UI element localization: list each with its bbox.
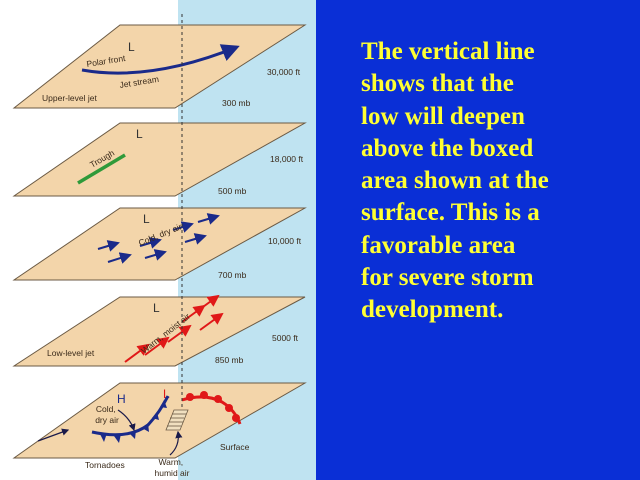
l500-height-label: 18,000 ft (270, 154, 304, 164)
surface-high-label: H (117, 392, 126, 406)
l500-pressure-label: 500 mb (218, 186, 247, 196)
l700-pressure-label: 700 mb (218, 270, 247, 280)
surface-cold-air-label: Cold, dry air (95, 404, 119, 425)
cold-front-triangles (100, 400, 167, 443)
surface-low-label: L (163, 387, 170, 401)
surface-warm-air-label: Warm, humid air (155, 457, 190, 478)
l500-low-label: L (136, 127, 143, 141)
jet-stream-arrow (81, 44, 240, 75)
surface-wind-arrow (37, 428, 70, 442)
upper-level-jet-label: Upper-level jet (42, 93, 97, 103)
surface-plane (12, 382, 307, 459)
l850-pressure-label: 850 mb (215, 355, 244, 365)
l850-height-label: 5000 ft (272, 333, 299, 343)
l850-low-label: L (153, 301, 160, 315)
weather-levels-diagram: L Polar front Jet stream 30,000 ft 300 m… (0, 0, 316, 480)
level-850-plane (12, 296, 306, 367)
low-level-jet-label: Low-level jet (47, 348, 95, 358)
upper-low-label: L (128, 40, 135, 54)
figure-panel: L Polar front Jet stream 30,000 ft 300 m… (0, 0, 316, 480)
warm-moist-air-arrows (124, 294, 224, 363)
l700-height-label: 10,000 ft (268, 236, 302, 246)
upper-height-label: 30,000 ft (267, 67, 301, 77)
cold-air-arrow (117, 409, 136, 432)
explanation-caption: The vertical line shows that the low wil… (361, 38, 549, 324)
surface-label: Surface (220, 442, 250, 452)
l700-low-label: L (143, 212, 150, 226)
boxed-area (165, 409, 189, 431)
tornadoes-label: Tornadoes (85, 460, 125, 470)
trough-line (77, 153, 126, 185)
upper-pressure-label: 300 mb (222, 98, 251, 108)
warm-air-arrow (169, 430, 183, 456)
warm-front-semicircles (186, 391, 240, 422)
cold-dry-air-arrows (97, 213, 220, 264)
